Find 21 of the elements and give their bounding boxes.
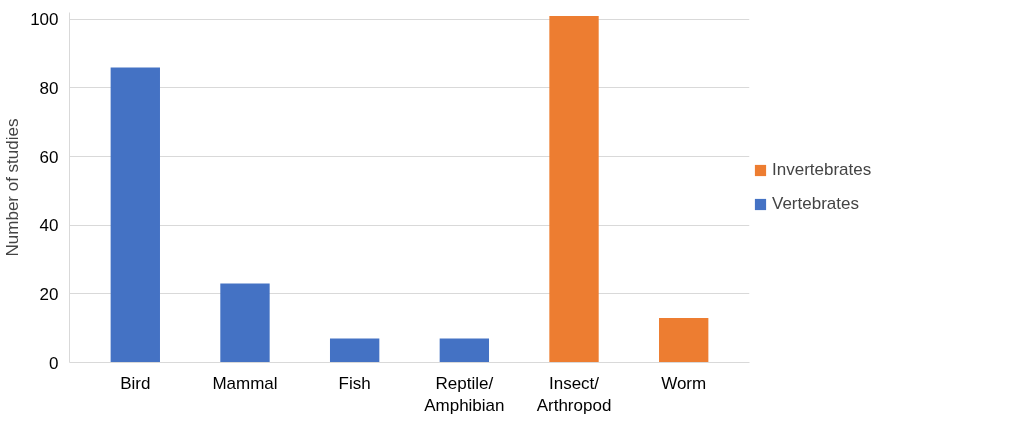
y-tick-label: 60: [39, 147, 59, 167]
bar: [659, 317, 709, 363]
bar: [549, 15, 599, 363]
bar: [220, 283, 270, 363]
x-tick-label: Reptile/ Amphibian: [424, 373, 505, 416]
legend-label: Invertebrates: [772, 160, 872, 180]
bar: [329, 338, 380, 363]
y-axis-title: Number of studies: [3, 118, 23, 257]
x-tick-label: Insect/ Arthropod: [536, 373, 612, 416]
y-tick-label: 20: [39, 284, 59, 304]
y-tick-label: 40: [39, 216, 59, 236]
bar: [439, 338, 490, 363]
bar: [110, 67, 160, 363]
x-tick-label: Fish: [338, 373, 371, 393]
y-tick-label: 100: [30, 10, 59, 30]
y-tick-label: 0: [49, 353, 59, 373]
legend-label: Vertebrates: [772, 194, 859, 214]
y-tick-label: 80: [39, 78, 59, 98]
x-tick-label: Worm: [661, 373, 707, 393]
x-tick-label: Mammal: [212, 373, 278, 393]
x-tick-label: Bird: [120, 373, 151, 393]
